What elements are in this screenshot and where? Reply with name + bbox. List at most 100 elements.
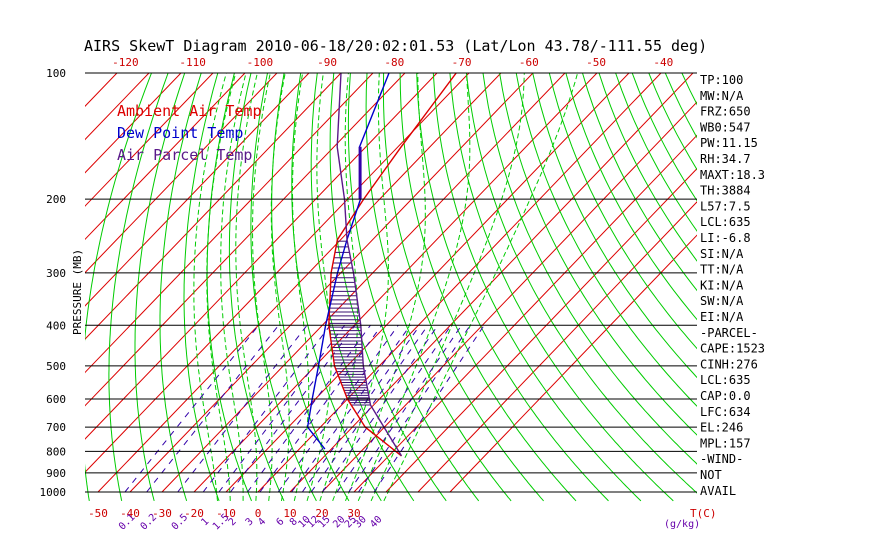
stat-item: AVAIL (700, 484, 736, 498)
isotherm-line (353, 134, 697, 493)
stat-item: LCL:635 (700, 215, 751, 229)
stat-item: SW:N/A (700, 294, 744, 308)
isotherm-line (193, 73, 598, 493)
isobar-lines (85, 72, 697, 493)
mixing-ratio-line (373, 324, 485, 493)
profile-line (328, 73, 457, 457)
dry-adiabat-line (482, 73, 697, 465)
stat-item: TT:N/A (700, 263, 744, 277)
temp-unit-label: T(C) (690, 507, 717, 520)
legend-item: Dew Point Temp (117, 124, 243, 142)
y-axis-label: PRESSURE (MB) (71, 249, 84, 335)
top-temp-tick-label: -120 (112, 56, 139, 69)
isotherm-line (85, 73, 182, 174)
top-temp-tick-label: -90 (317, 56, 337, 69)
dry-adiabat-line (329, 73, 447, 502)
bottom-temp-tick-label: 30 (347, 507, 360, 520)
isotherm-line (161, 73, 566, 493)
stat-item: -PARCEL- (700, 326, 758, 340)
moist-adiabat-line (252, 73, 273, 501)
pressure-tick-label: 500 (46, 360, 66, 373)
dry-adiabat-line (582, 73, 697, 292)
chart-title: AIRS SkewT Diagram 2010-06-18/20:02:01.5… (84, 37, 707, 55)
dry-adiabat-line (399, 73, 577, 502)
stat-item: PW:11.15 (700, 136, 758, 150)
stat-item: SI:N/A (700, 247, 744, 261)
mixing-ratio-line (277, 324, 399, 493)
dry-adiabat-line (347, 73, 480, 502)
stat-item: MPL:157 (700, 436, 751, 450)
moist-adiabat-line (193, 73, 227, 501)
dry-adiabat-line (532, 73, 697, 379)
bottom-temp-tick-label: -30 (152, 507, 172, 520)
mixing-ratio-tick-label: 40 (368, 514, 384, 530)
top-temp-tick-label: -100 (247, 56, 274, 69)
mixing-ratio-line (348, 324, 462, 493)
mixing-ratio-line (218, 324, 345, 493)
grid-lines (85, 73, 697, 502)
bottom-temp-tick-label: -40 (120, 507, 140, 520)
stat-item: RH:34.7 (700, 152, 751, 166)
isotherm-line (85, 73, 342, 340)
legend: Ambient Air Temp Dew Point Temp Air Parcel… (117, 102, 262, 164)
pressure-tick-label: 300 (46, 267, 66, 280)
dry-adiabat-line (499, 73, 697, 436)
isotherm-line (85, 73, 374, 374)
stat-item: EL:246 (700, 421, 743, 435)
bottom-temp-tick-label: 10 (283, 507, 296, 520)
stat-item: CINH:276 (700, 357, 758, 371)
top-temp-tick-label: -60 (519, 56, 539, 69)
dry-adiabat-line (565, 73, 697, 321)
pressure-tick-label: 700 (46, 421, 66, 434)
moist-adiabat-line (383, 73, 579, 502)
isotherm-line (85, 73, 438, 440)
legend-item: Ambient Air Temp (117, 102, 262, 120)
dry-adiabat-line (465, 73, 697, 494)
pressure-tick-label: 900 (46, 467, 66, 480)
stat-item: LCL:635 (700, 373, 751, 387)
bottom-temp-tick-label: -20 (184, 507, 204, 520)
dry-adiabat-line (382, 73, 544, 502)
mixing-ratio-line (321, 324, 439, 493)
mixing-ratio-tick-label: 4 (256, 516, 268, 528)
isotherm-line (449, 234, 697, 493)
pressure-tick-label: 400 (46, 319, 66, 332)
moist-adiabat-line (306, 73, 332, 502)
pressure-tick-label: 600 (46, 393, 66, 406)
stat-item: MW:N/A (700, 89, 744, 103)
legend-item: Air Parcel Temp (117, 146, 252, 164)
dry-adiabat-line (648, 73, 697, 171)
dry-adiabat-line (449, 73, 674, 502)
isotherm-line (225, 73, 630, 493)
stat-item: FRZ:650 (700, 105, 751, 119)
stat-item: TP:100 (700, 73, 743, 87)
stat-item: CAP:0.0 (700, 389, 751, 403)
mixing-ratio-line (247, 324, 371, 493)
stat-item: TH:3884 (700, 184, 751, 198)
mixing-ratio-line (259, 324, 383, 493)
mixing-ratio-line (336, 324, 452, 493)
bottom-temp-tick-label: 20 (315, 507, 328, 520)
mixing-ratio-tick-label: 1 (199, 516, 211, 528)
moist-adiabat-line (345, 73, 426, 502)
stat-item: -WIND- (700, 452, 743, 466)
dry-adiabat-line (271, 73, 350, 502)
dry-adiabat-line (85, 73, 152, 501)
isotherm-line (321, 101, 697, 493)
moist-adiabat-line (235, 73, 258, 501)
isotherm-line (85, 73, 310, 307)
stat-item: MAXT:18.3 (700, 168, 765, 182)
cape-hatch-area (328, 240, 371, 406)
moist-adiabat-line (206, 73, 237, 501)
moist-adiabat-line (292, 73, 310, 502)
dry-adiabat-line (183, 73, 220, 502)
stat-item: CAPE:1523 (700, 342, 765, 356)
isotherm-line (417, 201, 697, 493)
top-temp-tick-label: -40 (653, 56, 673, 69)
mixing-ratio-tick-label: 2 (227, 516, 239, 528)
bottom-temp-tick-label: -50 (88, 507, 108, 520)
stat-item: WB0:547 (700, 120, 751, 134)
moist-adiabat-line (270, 73, 290, 501)
stat-item: LI:-6.8 (700, 231, 751, 245)
